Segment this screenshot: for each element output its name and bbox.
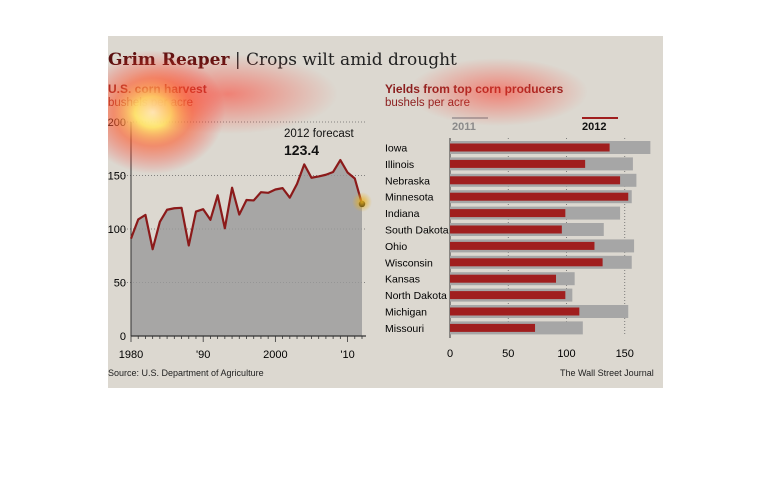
y-tick-label: 200 [108,117,126,129]
harvest-area [131,160,362,336]
legend-2012: 2012 [582,121,607,133]
x-tick-label: 2000 [263,349,287,361]
harvest-point [340,159,342,161]
bar-2012 [450,209,566,218]
bar-2012 [450,291,566,300]
legend-swatch-2012 [582,117,618,119]
harvest-point [289,197,291,199]
harvest-point [174,207,176,209]
bar-2012 [450,192,629,201]
forecast-value: 123.4 [284,142,320,158]
state-label: North Dakota [385,290,447,302]
bar-2012 [450,258,603,267]
harvest-point [181,207,183,209]
harvest-point [296,183,298,185]
x-tick-label: '90 [196,349,210,361]
bar-2012 [450,323,536,332]
state-label: Michigan [385,307,427,319]
harvest-point [188,245,190,247]
harvest-point [347,172,349,174]
harvest-point [303,164,305,166]
bar-2012 [450,307,580,316]
harvest-point [318,176,320,178]
harvest-point [325,174,327,176]
bar-x-tick-label: 150 [616,348,634,360]
bar-2012 [450,159,586,168]
y-tick-label: 100 [108,224,126,236]
harvest-point [152,248,154,250]
state-label: Nebraska [385,175,430,187]
harvest-point [202,208,204,210]
state-label: Minnesota [385,192,434,204]
y-tick-label: 0 [120,331,126,343]
state-label: Kansas [385,274,420,286]
state-label: Wisconsin [385,257,433,269]
harvest-point [195,211,197,213]
harvest-point [130,238,132,240]
x-tick-label: 1980 [119,349,143,361]
harvest-point [238,214,240,216]
harvest-point [231,187,233,189]
bar-2012 [450,143,610,152]
state-label: Illinois [385,159,414,171]
bar-x-tick-label: 50 [502,348,514,360]
state-label: Iowa [385,143,407,155]
bar-x-tick-label: 0 [447,348,453,360]
credit-note: The Wall Street Journal [560,368,654,378]
bar-2012 [450,241,595,250]
harvest-point [166,209,168,211]
y-tick-label: 50 [114,278,126,290]
harvest-point [137,219,139,221]
bar-2012 [450,176,621,185]
state-label: Ohio [385,241,407,253]
forecast-point [358,200,366,208]
harvest-point [210,219,212,221]
state-label: South Dakota [385,225,449,237]
bar-2012 [450,274,557,283]
harvest-point [217,194,219,196]
harvest-point [275,189,277,191]
harvest-point [224,227,226,229]
harvest-point [260,191,262,193]
state-label: Missouri [385,323,424,335]
state-label: Indiana [385,208,420,220]
bar-2012 [450,225,562,234]
harvest-point [159,221,161,223]
harvest-point [282,187,284,189]
bar-x-tick-label: 100 [557,348,575,360]
harvest-point [253,200,255,202]
harvest-point [311,177,313,179]
harvest-point [354,178,356,180]
source-note: Source: U.S. Department of Agriculture [108,368,264,378]
harvest-point [267,192,269,194]
harvest-point [145,214,147,216]
x-tick-label: '10 [340,349,354,361]
harvest-line [129,158,364,251]
harvest-point [332,171,334,173]
harvest-point [246,199,248,201]
y-tick-label: 150 [108,171,126,183]
